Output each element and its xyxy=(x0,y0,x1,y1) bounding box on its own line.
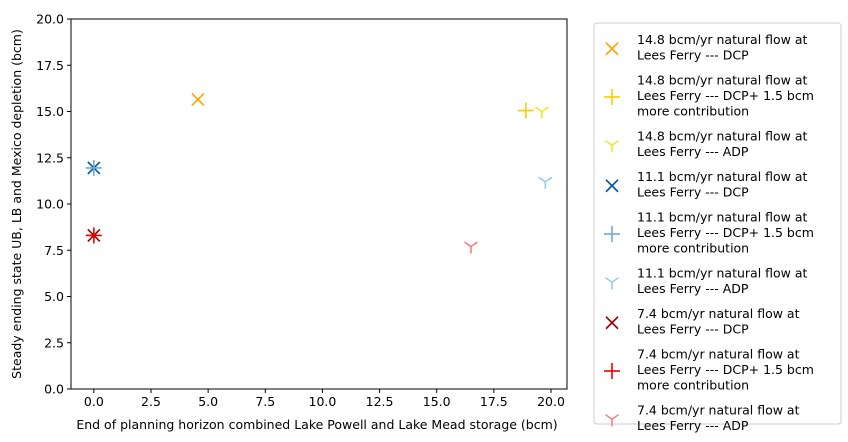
legend-marker xyxy=(605,140,619,153)
y-tick-label: 12.5 xyxy=(36,150,64,165)
legend-frame xyxy=(593,22,842,425)
legend-label: 14.8 bcm/yr natural flow at xyxy=(637,129,808,144)
y-tick-label: 2.5 xyxy=(44,335,64,350)
legend-marker xyxy=(605,414,619,427)
x-tick-label: 5.0 xyxy=(198,394,218,409)
x-tick-label: 7.5 xyxy=(255,394,275,409)
y-tick-label: 5.0 xyxy=(44,289,64,304)
legend-marker xyxy=(604,363,620,379)
legend-marker xyxy=(605,42,619,56)
data-point xyxy=(534,106,549,119)
legend-marker xyxy=(605,316,619,330)
legend-marker xyxy=(604,89,620,105)
legend-label: 14.8 bcm/yr natural flow at xyxy=(637,32,808,47)
plot-frame xyxy=(70,18,568,390)
y-tick-label: 0.0 xyxy=(44,382,64,397)
legend-label: Lees Ferry --- DCP xyxy=(637,322,749,337)
y-tick-label: 10.0 xyxy=(36,197,64,212)
data-point xyxy=(538,176,553,189)
legend-marker xyxy=(605,179,619,193)
x-axis: 0.0 2.5 5.0 7.5 10.0 12.5 15.0 17.5 20.0 xyxy=(84,389,565,409)
legend-label: Lees Ferry --- ADP xyxy=(637,281,749,296)
data-point xyxy=(85,159,102,176)
legend-label: Lees Ferry --- ADP xyxy=(637,144,749,159)
legend-label: 7.4 bcm/yr natural flow at xyxy=(637,347,800,362)
y-tick-label: 20.0 xyxy=(36,12,64,27)
x-tick-label: 17.5 xyxy=(480,394,508,409)
data-points xyxy=(85,92,553,254)
legend-label: 11.1 bcm/yr natural flow at xyxy=(637,210,808,225)
data-point xyxy=(464,241,478,254)
y-axis: 0.0 2.5 5.0 7.5 10.0 12.5 15.0 17.5 20.0 xyxy=(36,12,71,397)
legend-label: more contribution xyxy=(637,104,749,119)
legend-label: Lees Ferry --- DCP+ 1.5 bcm xyxy=(637,225,814,240)
legend-label: Lees Ferry --- ADP xyxy=(637,418,749,433)
x-tick-label: 15.0 xyxy=(423,394,451,409)
legend-label: 7.4 bcm/yr natural flow at xyxy=(637,403,800,418)
x-tick-label: 10.0 xyxy=(309,394,337,409)
legend-label: Lees Ferry --- DCP xyxy=(637,185,749,200)
data-point xyxy=(191,92,205,107)
legend-label: Lees Ferry --- DCP+ 1.5 bcm xyxy=(637,88,814,103)
x-axis-label: End of planning horizon combined Lake Po… xyxy=(76,417,557,432)
y-tick-label: 17.5 xyxy=(36,58,64,73)
x-tick-label: 0.0 xyxy=(84,394,104,409)
legend-label: 14.8 bcm/yr natural flow at xyxy=(637,73,808,88)
y-tick-label: 15.0 xyxy=(36,104,64,119)
legend-label: Lees Ferry --- DCP xyxy=(637,48,749,63)
legend-label: more contribution xyxy=(637,241,749,256)
data-point xyxy=(85,227,102,244)
legend-marker xyxy=(605,277,619,290)
y-tick-label: 7.5 xyxy=(44,243,64,258)
legend-label: 11.1 bcm/yr natural flow at xyxy=(637,266,808,281)
x-tick-label: 2.5 xyxy=(141,394,161,409)
legend-marker xyxy=(604,226,620,242)
legend-label: Lees Ferry --- DCP+ 1.5 bcm xyxy=(637,362,814,377)
x-tick-label: 20.0 xyxy=(537,394,565,409)
legend-label: more contribution xyxy=(637,378,749,393)
legend-label: 7.4 bcm/yr natural flow at xyxy=(637,306,800,321)
data-point xyxy=(517,102,534,119)
y-axis-label: Steady ending state UB, LB and Mexico de… xyxy=(9,29,24,379)
plot-area: 0.0 2.5 5.0 7.5 10.0 12.5 15.0 17.5 20.0 0.0 2.5 5… xyxy=(36,12,568,409)
legend-label: 11.1 bcm/yr natural flow at xyxy=(637,169,808,184)
x-tick-label: 12.5 xyxy=(366,394,394,409)
